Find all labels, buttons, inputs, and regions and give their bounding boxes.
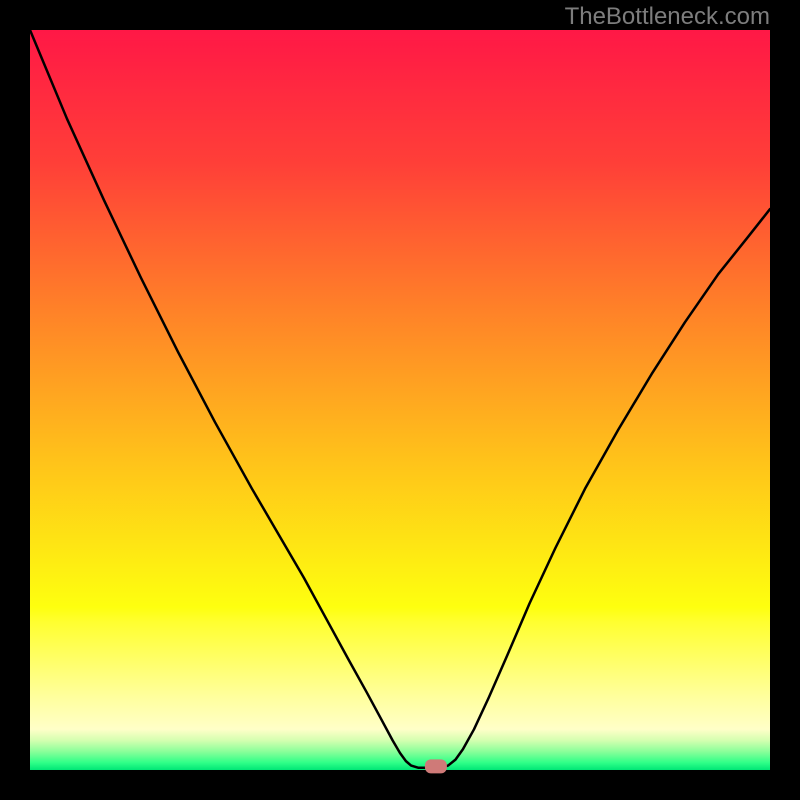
bottleneck-curve [30,30,770,770]
watermark-text: TheBottleneck.com [565,3,770,31]
minimum-marker [424,760,446,773]
curve-path [30,30,770,768]
chart-frame: TheBottleneck.com [0,0,800,800]
plot-area [30,30,770,770]
